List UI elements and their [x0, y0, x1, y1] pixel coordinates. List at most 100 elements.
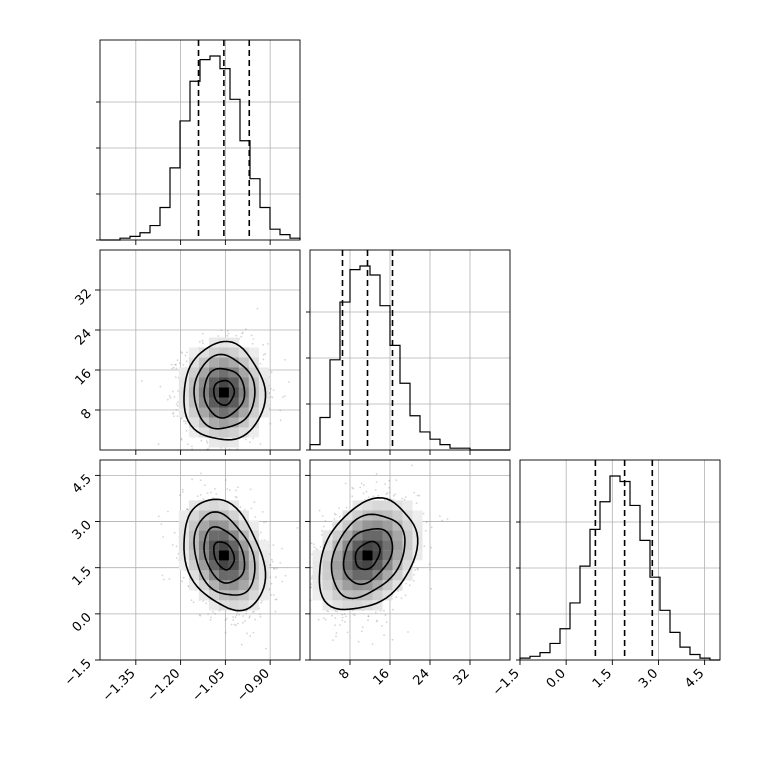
scatter-point	[362, 484, 365, 487]
density-cell	[218, 357, 229, 368]
density-cell	[258, 367, 269, 378]
scatter-point	[192, 494, 194, 496]
y-tick-label: 0.0	[70, 610, 95, 635]
x-tick-label: −1.20	[145, 666, 184, 705]
density-cell	[218, 560, 229, 571]
scatter-point	[250, 507, 253, 510]
density-cell	[198, 570, 209, 581]
density-cell	[312, 590, 323, 601]
density-cell	[402, 570, 413, 581]
scatter-point	[403, 498, 406, 501]
x-tick-label: −1.5	[490, 666, 523, 699]
density-cell	[342, 580, 353, 591]
scatter-point	[196, 495, 199, 498]
scatter-point	[198, 340, 201, 343]
density-cell	[238, 540, 249, 551]
scatter-point	[253, 501, 256, 503]
density-cell	[228, 427, 239, 438]
scatter-point	[190, 599, 193, 602]
density-cell	[372, 500, 383, 511]
density-cell	[402, 520, 413, 531]
density-cell	[238, 570, 249, 581]
density-cell	[362, 520, 373, 531]
density-cell	[208, 367, 219, 378]
density-cell	[188, 580, 199, 591]
density-cell	[332, 570, 343, 581]
scatter-point	[175, 363, 177, 366]
scatter-point	[413, 573, 415, 576]
density-cell	[332, 590, 343, 601]
density-cell	[352, 520, 363, 531]
joint-content	[141, 307, 290, 496]
density-cell	[178, 367, 189, 378]
scatter-point	[260, 531, 262, 534]
scatter-point	[317, 618, 320, 621]
scatter-point	[230, 623, 233, 626]
scatter-point	[313, 546, 316, 548]
density-cell	[218, 347, 229, 358]
scatter-point	[359, 486, 362, 489]
scatter-point	[226, 334, 229, 337]
density-cell	[198, 520, 209, 531]
peak-cell	[218, 550, 229, 561]
density-cell	[208, 397, 219, 408]
scatter-point	[335, 635, 337, 638]
scatter-point	[183, 420, 185, 422]
scatter-point	[269, 563, 271, 566]
scatter-point	[375, 472, 378, 475]
density-cell	[258, 590, 269, 601]
scatter-point	[242, 462, 244, 464]
scatter-point	[353, 614, 356, 617]
scatter-point	[199, 479, 202, 482]
density-cell	[382, 570, 393, 581]
scatter-point	[335, 632, 338, 634]
density-cell	[218, 570, 229, 581]
scatter-point	[303, 628, 305, 630]
density-cell	[188, 357, 199, 368]
scatter-point	[408, 584, 411, 587]
scatter-point	[184, 354, 187, 357]
density-cell	[198, 500, 209, 511]
scatter-point	[262, 358, 265, 361]
scatter-point	[395, 596, 398, 598]
scatter-point	[327, 610, 329, 613]
panel-border	[519, 459, 721, 661]
scatter-point	[192, 601, 195, 604]
scatter-point	[173, 415, 176, 418]
density-cell	[238, 510, 249, 521]
scatter-point	[245, 612, 248, 615]
density-cell	[208, 600, 219, 611]
density-cell	[228, 347, 239, 358]
scatter-point	[405, 582, 408, 585]
density-cell	[362, 560, 373, 571]
scatter-point	[226, 617, 228, 620]
density-cell	[382, 510, 393, 521]
scatter-point	[191, 478, 194, 481]
scatter-point	[160, 523, 163, 525]
density-cell	[332, 600, 343, 611]
density-cell	[228, 530, 239, 541]
scatter-point	[178, 362, 181, 365]
scatter-point	[279, 562, 282, 564]
scatter-point	[397, 590, 399, 592]
density-cell	[392, 530, 403, 541]
scatter-point	[236, 611, 239, 614]
scatter-point	[237, 486, 239, 489]
scatter-point	[224, 479, 227, 481]
scatter-point	[181, 352, 184, 354]
scatter-point	[288, 381, 290, 383]
scatter-point	[279, 419, 282, 422]
scatter-point	[441, 519, 444, 522]
density-cell	[392, 540, 403, 551]
contour-line	[183, 340, 267, 441]
density-cell	[188, 397, 199, 408]
scatter-point	[157, 515, 160, 518]
density-cell	[362, 580, 373, 591]
density-cell	[322, 570, 333, 581]
scatter-point	[374, 611, 377, 614]
density-cell	[258, 387, 269, 398]
density-cell	[312, 560, 323, 571]
scatter-point	[310, 583, 313, 586]
scatter-point	[318, 509, 321, 512]
scatter-point	[332, 639, 334, 641]
